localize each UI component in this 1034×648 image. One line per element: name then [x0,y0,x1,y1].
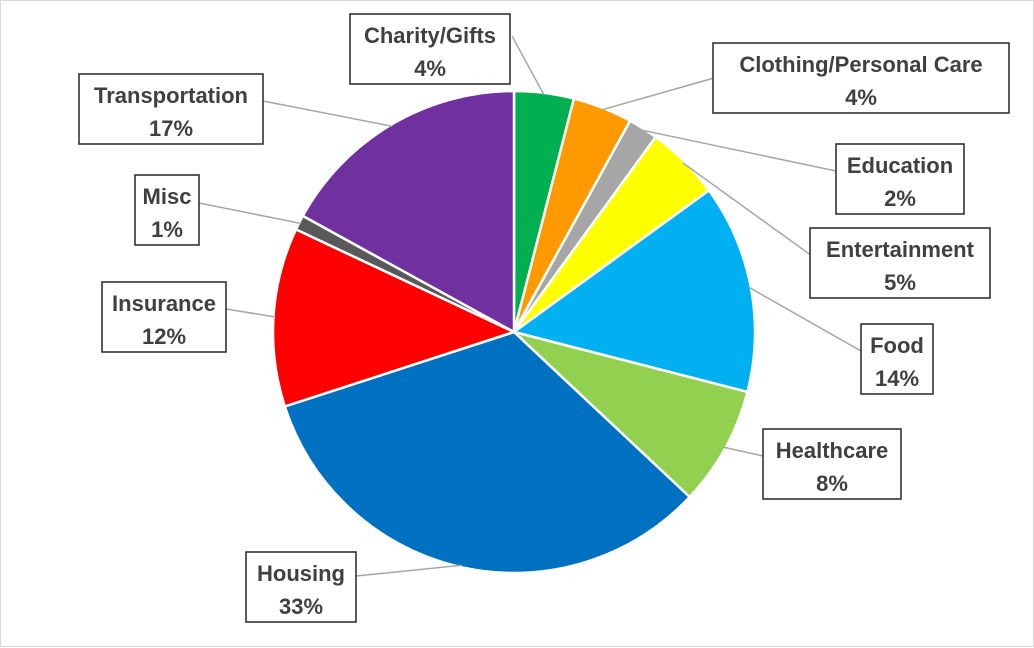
label-box [712,42,1010,114]
data-label-housing: Housing 33% [245,551,357,623]
leader-line-charity-gifts [511,35,545,96]
slices-layer [271,89,757,575]
label-box [78,73,264,145]
label-box [860,323,934,395]
leader-line-clothing-personal-care [601,77,715,111]
pie-slice-food [512,189,757,394]
category-name: Misc [143,184,192,209]
data-label-education: Education 2% [835,143,965,215]
percent-value: 12% [142,324,186,349]
data-label-insurance: Insurance 12% [101,281,227,353]
leader-line-healthcare [723,446,764,457]
data-label-misc: Misc 1% [134,174,200,246]
category-name: Food [870,333,924,358]
label-box [762,428,902,500]
leader-line-education [641,129,837,172]
category-name: Education [847,153,953,178]
category-name: Healthcare [776,438,889,463]
leader-line-misc [198,202,302,225]
percent-value: 33% [279,594,323,619]
percent-value: 1% [151,217,183,242]
leader-line-food [748,286,862,352]
data-label-clothing-personal-care: Clothing/Personal Care 4% [712,42,1010,114]
category-name: Clothing/Personal Care [739,52,982,77]
data-label-healthcare: Healthcare 8% [762,428,902,500]
pie-slice-housing [283,330,691,575]
leader-line-housing [355,564,462,577]
percent-value: 17% [149,116,193,141]
label-box [835,143,965,215]
label-box [101,281,227,353]
percent-value: 2% [884,186,916,211]
leader-line-transportation [262,100,393,128]
category-name: Charity/Gifts [364,23,496,48]
pie-slice-transportation [301,89,516,334]
category-name: Housing [257,561,345,586]
data-label-food: Food 14% [860,323,934,395]
category-name: Entertainment [826,237,975,262]
percent-value: 14% [875,366,919,391]
label-box [134,174,200,246]
label-box [245,551,357,623]
leader-line-insurance [225,308,276,318]
category-name: Transportation [94,83,248,108]
percent-value: 8% [816,471,848,496]
label-box [809,227,991,299]
percent-value: 4% [414,56,446,81]
percent-value: 5% [884,270,916,295]
label-box [349,13,511,85]
leader-line-entertainment [682,162,813,257]
leader-lines-layer [198,35,862,577]
data-label-transportation: Transportation 17% [78,73,264,145]
category-name: Insurance [112,291,216,316]
data-label-charity-gifts: Charity/Gifts 4% [349,13,511,85]
labels-layer: Charity/Gifts 4% Clothing/Personal Care 4% E… [78,13,1010,623]
data-label-entertainment: Entertainment 5% [809,227,991,299]
percent-value: 4% [845,85,877,110]
